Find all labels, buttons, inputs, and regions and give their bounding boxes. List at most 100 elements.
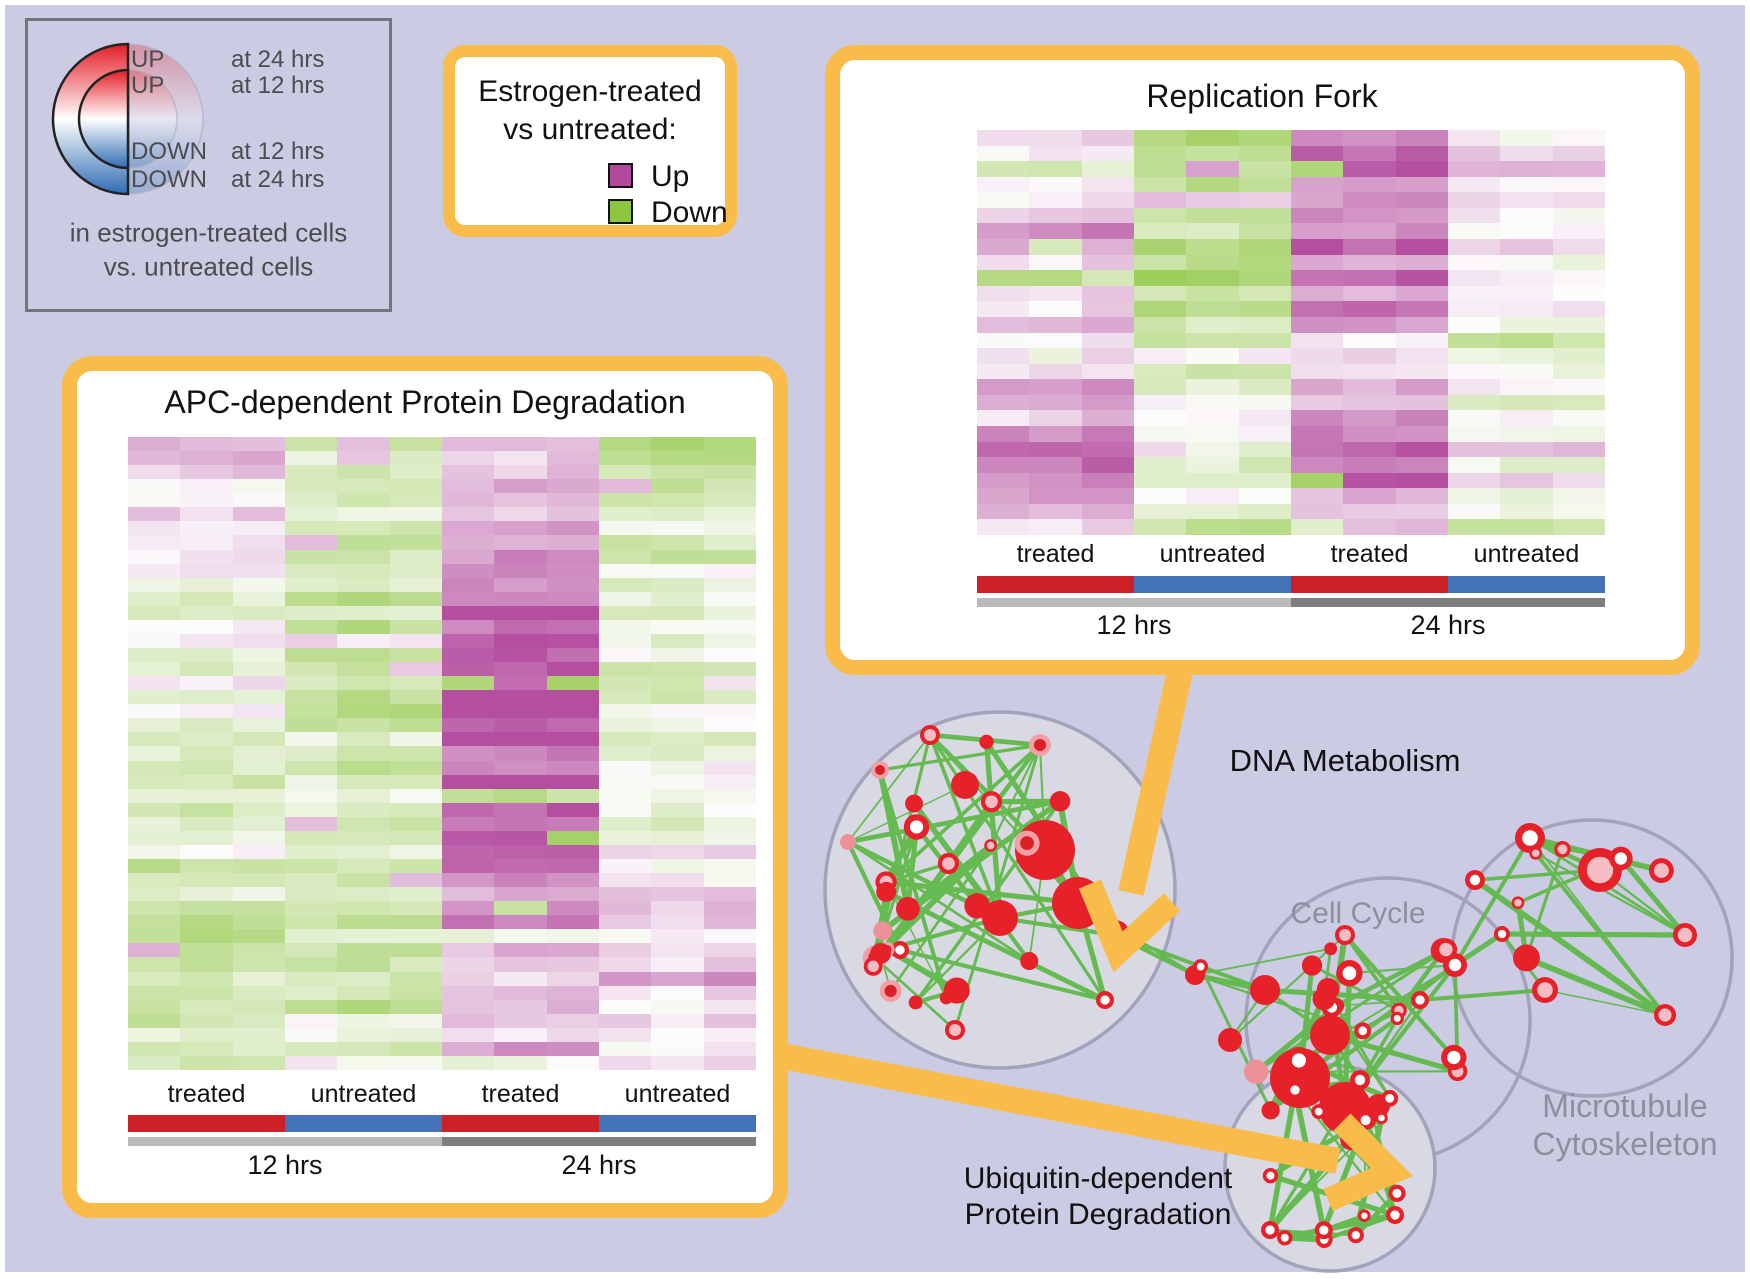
node-core bbox=[1342, 966, 1357, 981]
network-node-mt bbox=[1515, 823, 1545, 853]
time-bar-24hrs bbox=[1291, 598, 1605, 607]
network-node-ub bbox=[1311, 1104, 1327, 1120]
network-edge bbox=[1472, 877, 1668, 1018]
time-bar-12hrs bbox=[128, 1137, 442, 1146]
node-body bbox=[873, 921, 893, 941]
time-label-12hrs: 12 hrs bbox=[247, 1150, 323, 1180]
network-node-dna bbox=[896, 896, 920, 921]
node-core bbox=[1290, 1085, 1300, 1095]
network-node-ub bbox=[1388, 1184, 1406, 1202]
node-core bbox=[1514, 898, 1522, 907]
network-node-dna bbox=[943, 977, 970, 1004]
node-body bbox=[1270, 1048, 1330, 1108]
node-core bbox=[1378, 1114, 1385, 1122]
network-node-dna bbox=[873, 921, 893, 941]
condition-bar-treated bbox=[128, 1115, 285, 1132]
node-core bbox=[986, 841, 995, 850]
node-core bbox=[1100, 995, 1110, 1005]
node-core bbox=[1448, 958, 1462, 972]
rf-heatmap bbox=[977, 130, 1605, 535]
network-node-dna bbox=[879, 979, 902, 1003]
node-core bbox=[1385, 1093, 1395, 1103]
network-node-cc bbox=[1301, 955, 1323, 976]
node-core bbox=[1447, 1050, 1461, 1065]
apc-panel-title: APC-dependent Protein Degradation bbox=[164, 384, 686, 420]
node-core bbox=[1196, 962, 1205, 971]
network-edge bbox=[1330, 948, 1448, 1009]
legend-item-down: Down bbox=[455, 196, 728, 229]
network-edge bbox=[846, 840, 1031, 963]
estrogen-legend-title-line2: vs untreated: bbox=[503, 113, 677, 146]
node-core bbox=[909, 820, 924, 834]
node-body bbox=[943, 977, 970, 1004]
network-edge bbox=[845, 798, 1063, 845]
node-core bbox=[1033, 738, 1047, 752]
network-node-ub bbox=[1277, 1230, 1293, 1246]
node-body bbox=[1049, 791, 1071, 812]
network-node-dna bbox=[951, 771, 979, 799]
node-body bbox=[979, 734, 994, 750]
legend-item-up: Up bbox=[455, 160, 725, 193]
up-label: Up bbox=[651, 160, 690, 193]
network-node-dna bbox=[980, 791, 1003, 813]
network-node-cc bbox=[1270, 1048, 1330, 1108]
network-edge bbox=[1348, 963, 1457, 975]
node-core bbox=[1653, 863, 1669, 878]
node-core bbox=[1265, 1225, 1275, 1235]
time-label-12hrs: 12 hrs bbox=[1096, 610, 1172, 640]
updown-legend-box: UP at 24 hrs UP at 12 hrs DOWN at 12 hrs DO… bbox=[25, 18, 392, 312]
network-edge bbox=[847, 784, 966, 843]
node-body bbox=[1261, 1101, 1280, 1120]
node-core bbox=[1586, 856, 1614, 884]
network-node-cc bbox=[1441, 1044, 1467, 1071]
network-node-cc bbox=[1312, 987, 1336, 1011]
node-core bbox=[884, 984, 897, 998]
legend-footnote-line1: in estrogen-treated cells bbox=[69, 217, 348, 248]
network-node-ub bbox=[1350, 1070, 1370, 1090]
network-node-dna bbox=[984, 839, 997, 852]
network-edge bbox=[1618, 855, 1688, 938]
network-node-mt bbox=[1465, 870, 1485, 890]
network-node-cc bbox=[1218, 1028, 1242, 1052]
network-node-cc bbox=[1336, 960, 1363, 987]
node-core bbox=[1439, 942, 1453, 957]
network-node-dna bbox=[1049, 791, 1071, 812]
network-node-dna bbox=[1014, 830, 1040, 856]
network-edge bbox=[1544, 989, 1666, 1016]
cluster-label-ub-line2: Protein Degradation bbox=[965, 1198, 1232, 1231]
network-node-dna bbox=[945, 1020, 965, 1040]
condition-bar-untreated bbox=[1134, 576, 1291, 593]
condition-bar-untreated bbox=[1448, 576, 1605, 593]
network-edge bbox=[878, 768, 949, 1000]
group-label-untreated: untreated bbox=[1159, 540, 1266, 568]
network-edge bbox=[1524, 847, 1565, 960]
network-node-ub bbox=[1375, 1111, 1388, 1125]
node-body bbox=[964, 893, 990, 919]
node-body bbox=[1243, 1059, 1269, 1084]
network-node-dna bbox=[840, 834, 856, 850]
node-core bbox=[1537, 982, 1553, 998]
network-node-cc bbox=[1390, 1011, 1404, 1026]
network-edge bbox=[1342, 932, 1456, 1060]
cluster-label-ub-line1: Ubiquitin-dependent bbox=[964, 1162, 1233, 1195]
node-body bbox=[1218, 1028, 1242, 1052]
group-label-treated: treated bbox=[1016, 540, 1095, 568]
arrow-replication-fork-to-dna bbox=[1078, 659, 1195, 973]
node-core bbox=[1392, 1188, 1402, 1198]
network-node-cc bbox=[1193, 959, 1209, 975]
network-edge bbox=[884, 799, 995, 952]
node-core bbox=[1354, 1074, 1366, 1086]
network-node-mt bbox=[1494, 926, 1510, 942]
node-core bbox=[1319, 1225, 1329, 1235]
node-core bbox=[1266, 1171, 1275, 1180]
network-node-dna bbox=[964, 893, 990, 919]
network-node-mt bbox=[1512, 944, 1540, 972]
network-node-mt bbox=[1608, 846, 1633, 871]
time-bar-12hrs bbox=[977, 598, 1291, 607]
network-node-cc bbox=[1335, 925, 1355, 945]
network-edge bbox=[877, 842, 994, 957]
network-edge bbox=[1523, 955, 1668, 1018]
node-body bbox=[1312, 987, 1336, 1011]
node-core bbox=[867, 960, 879, 973]
